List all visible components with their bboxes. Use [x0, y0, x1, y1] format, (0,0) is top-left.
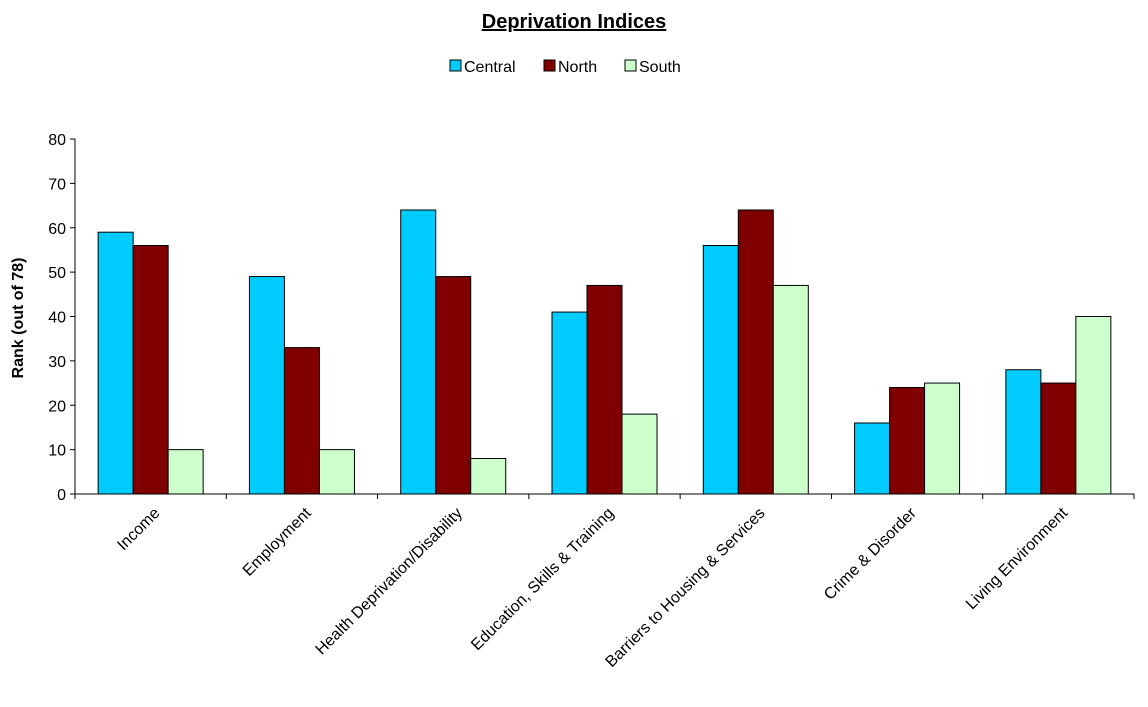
y-tick-label: 30: [48, 354, 66, 371]
bar-central-6: [1005, 369, 1042, 495]
y-axis-label: Rank (out of 78): [10, 258, 27, 379]
legend-swatch-central: [449, 59, 462, 72]
bar-central-4: [702, 245, 739, 495]
legend-swatch-north: [543, 59, 556, 72]
bar-central-2: [400, 209, 437, 495]
bar-north-5: [889, 387, 926, 495]
bar-north-3: [586, 284, 623, 495]
y-axis-ticks: 0 10 20 30 40 50 60 70 80: [48, 132, 75, 504]
bar-central-3: [551, 311, 588, 495]
y-tick-label: 70: [48, 176, 66, 193]
x-category-label: Living Environment: [963, 504, 1072, 613]
x-category-label: Employment: [240, 504, 315, 579]
legend-swatch-south: [624, 59, 637, 72]
bars: [97, 209, 1112, 495]
y-tick-label: 0: [57, 487, 66, 504]
y-tick-label: 20: [48, 398, 66, 415]
y-tick-label: 60: [48, 221, 66, 238]
bar-south-3: [621, 413, 658, 495]
y-tick-label: 40: [48, 310, 66, 327]
y-tick-label: 10: [48, 443, 66, 460]
chart-legend: Central North South: [449, 59, 681, 76]
x-category-label: Barriers to Housing & Services: [603, 505, 769, 671]
x-category-label: Income: [114, 505, 163, 554]
x-axis: [74, 139, 1135, 499]
bar-north-6: [1040, 382, 1077, 495]
chart-title: Deprivation Indices: [482, 11, 667, 33]
legend-label-central: Central: [464, 59, 516, 76]
y-tick-label: 80: [48, 132, 66, 149]
bar-south-0: [167, 449, 204, 495]
legend-label-south: South: [639, 59, 681, 76]
bar-south-2: [470, 458, 507, 495]
bar-north-1: [283, 347, 320, 495]
bar-north-2: [435, 276, 472, 495]
x-category-label: Health Deprivation/Disability: [313, 505, 467, 659]
bar-south-4: [772, 284, 809, 495]
x-category-label: Crime & Disorder: [821, 504, 920, 603]
bar-north-0: [132, 245, 169, 495]
bar-south-1: [318, 449, 355, 495]
bar-central-5: [854, 422, 891, 495]
bar-central-1: [248, 276, 285, 495]
bar-south-6: [1075, 316, 1112, 495]
bar-central-0: [97, 231, 134, 495]
bar-north-4: [737, 209, 774, 495]
bar-south-5: [924, 382, 961, 495]
y-tick-label: 50: [48, 265, 66, 282]
legend-label-north: North: [558, 59, 597, 76]
x-category-label: Education, Skills & Training: [468, 505, 617, 654]
